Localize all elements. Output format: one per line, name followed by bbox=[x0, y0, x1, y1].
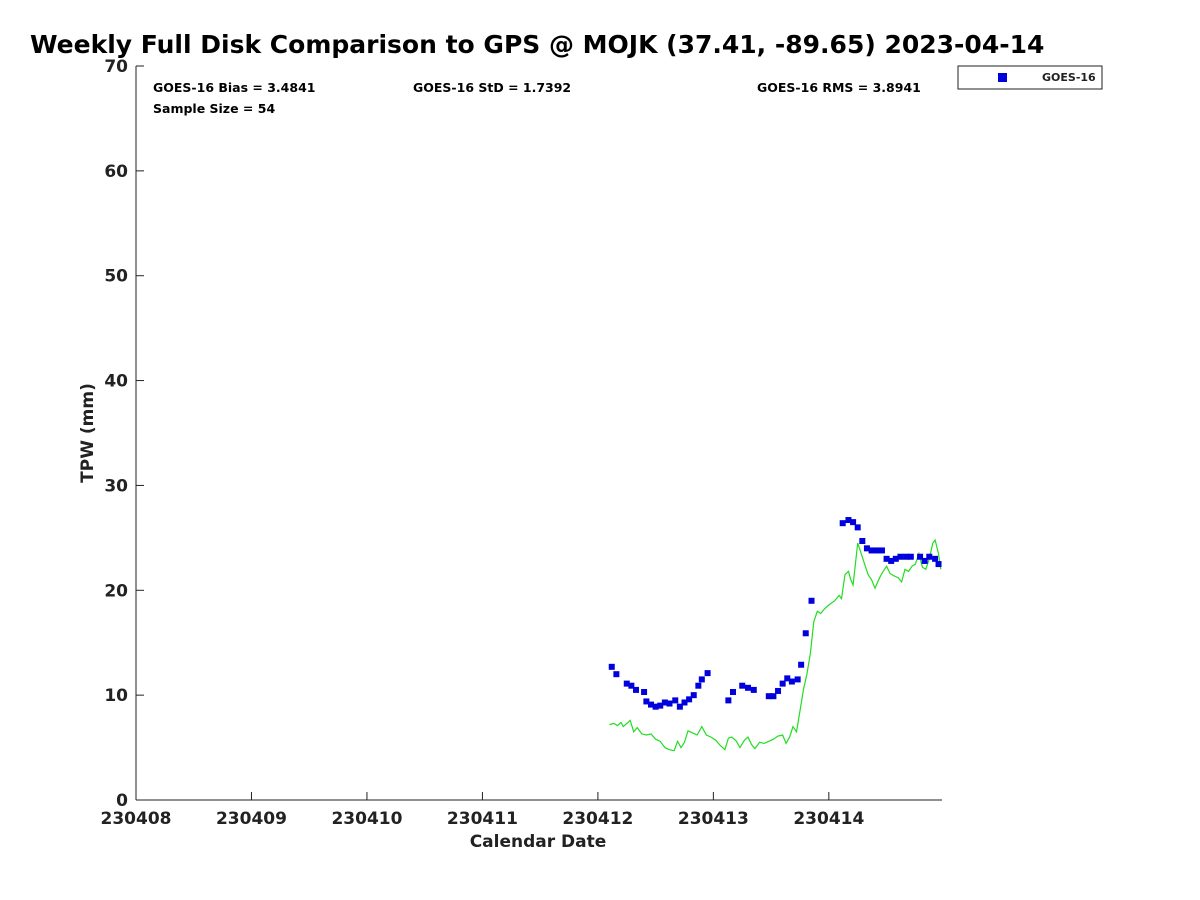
goes16-data-point bbox=[775, 687, 782, 694]
bias-stat: GOES-16 Bias = 3.4841 bbox=[153, 80, 315, 95]
y-tick-label: 20 bbox=[104, 581, 128, 601]
std-stat: GOES-16 StD = 1.7392 bbox=[413, 80, 571, 95]
goes16-data-point bbox=[798, 661, 805, 668]
sample-size-stat: Sample Size = 54 bbox=[153, 101, 275, 116]
goes16-data-point bbox=[845, 517, 852, 524]
goes16-data-point bbox=[725, 697, 732, 704]
goes16-data-point bbox=[794, 676, 801, 683]
rms-stat: GOES-16 RMS = 3.8941 bbox=[757, 80, 921, 95]
y-tick-label: 30 bbox=[104, 476, 128, 496]
goes16-data-point bbox=[628, 682, 635, 689]
y-tick-label: 70 bbox=[104, 57, 128, 77]
x-tick-label: 230414 bbox=[793, 809, 864, 829]
goes16-data-point bbox=[854, 524, 861, 531]
goes16-data-point bbox=[613, 671, 620, 678]
goes16-data-point bbox=[892, 555, 899, 562]
x-tick-label: 230409 bbox=[216, 809, 287, 829]
goes16-data-point bbox=[643, 698, 650, 705]
goes16-data-point bbox=[808, 597, 815, 604]
goes16-data-point bbox=[608, 663, 615, 670]
goes16-data-point bbox=[686, 696, 693, 703]
goes16-data-point bbox=[932, 555, 939, 562]
goes16-data-point bbox=[704, 670, 711, 677]
goes16-data-point bbox=[690, 692, 697, 699]
legend: GOES-16 bbox=[957, 65, 1103, 90]
goes16-data-point bbox=[897, 553, 904, 560]
y-axis-label: TPW (mm) bbox=[78, 383, 98, 483]
y-tick-label: 0 bbox=[116, 791, 128, 811]
goes16-data-point bbox=[648, 701, 655, 708]
goes16-data-point bbox=[779, 680, 786, 687]
goes16-data-point bbox=[657, 702, 664, 709]
goes16-data-point bbox=[784, 675, 791, 682]
legend-box bbox=[957, 65, 1103, 90]
goes16-data-point bbox=[681, 699, 688, 706]
goes16-data-point bbox=[661, 699, 668, 706]
goes16-data-point bbox=[632, 686, 639, 693]
gps-series-line bbox=[609, 538, 942, 752]
goes16-data-point bbox=[765, 693, 772, 700]
goes16-data-point bbox=[729, 688, 736, 695]
goes16-data-point bbox=[698, 676, 705, 683]
y-tick-label: 50 bbox=[104, 267, 128, 287]
goes16-data-point bbox=[739, 682, 746, 689]
chart-title: Weekly Full Disk Comparison to GPS @ MOJ… bbox=[30, 30, 1045, 59]
goes16-data-point bbox=[888, 557, 895, 564]
goes16-data-point bbox=[859, 538, 866, 545]
goes16-data-point bbox=[907, 553, 914, 560]
goes16-data-point bbox=[750, 686, 757, 693]
goes16-data-point bbox=[903, 553, 910, 560]
goes16-data-point bbox=[652, 703, 659, 710]
x-axis-label: Calendar Date bbox=[470, 832, 607, 852]
goes16-data-point bbox=[695, 682, 702, 689]
x-tick-label: 230413 bbox=[678, 809, 749, 829]
goes16-data-point bbox=[788, 678, 795, 685]
plot-area bbox=[136, 66, 942, 800]
goes16-data-point bbox=[874, 547, 881, 554]
goes16-data-point bbox=[868, 547, 875, 554]
goes16-data-point bbox=[863, 545, 870, 552]
y-tick-label: 60 bbox=[104, 162, 128, 182]
goes16-data-point bbox=[921, 557, 928, 564]
goes16-data-point bbox=[666, 700, 673, 707]
goes16-data-point bbox=[883, 555, 890, 562]
goes16-data-point bbox=[641, 688, 648, 695]
goes16-data-point bbox=[672, 697, 679, 704]
goes16-data-point bbox=[926, 553, 933, 560]
x-tick-label: 230412 bbox=[562, 809, 633, 829]
y-tick-label: 40 bbox=[104, 372, 128, 392]
legend-label: GOES-16 bbox=[1042, 71, 1096, 84]
x-tick-label: 230411 bbox=[447, 809, 518, 829]
goes16-data-point bbox=[850, 519, 857, 526]
goes16-data-point bbox=[802, 630, 809, 637]
legend-marker bbox=[998, 73, 1007, 82]
x-tick-label: 230410 bbox=[331, 809, 402, 829]
goes16-data-point bbox=[878, 547, 885, 554]
goes16-data-point bbox=[935, 561, 942, 568]
x-tick-label: 230408 bbox=[101, 809, 172, 829]
y-tick-label: 10 bbox=[104, 686, 128, 706]
goes16-data-point bbox=[917, 553, 924, 560]
goes16-data-point bbox=[745, 684, 752, 691]
goes16-data-point bbox=[676, 703, 683, 710]
goes16-data-point bbox=[623, 680, 630, 687]
goes16-data-point bbox=[770, 693, 777, 700]
goes16-data-point bbox=[839, 520, 846, 527]
